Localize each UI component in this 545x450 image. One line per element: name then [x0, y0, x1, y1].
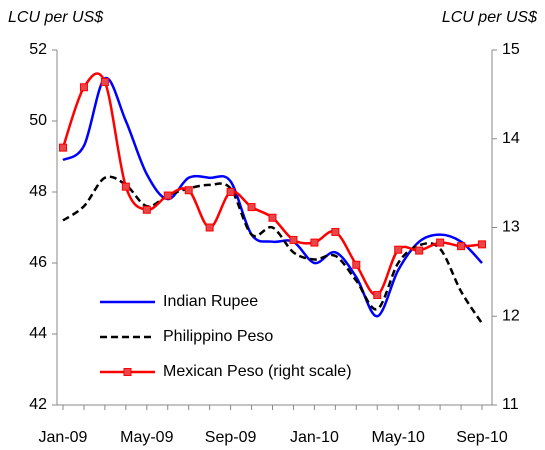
marker: [436, 238, 445, 247]
y2-tick-label: 15: [502, 41, 520, 58]
marker: [268, 213, 277, 222]
y-tick-label: 50: [29, 112, 47, 129]
y2-tick-label: 14: [502, 130, 520, 147]
y2-tick-label: 11: [502, 396, 519, 413]
marker: [457, 242, 466, 251]
x-tick-label: Jan-10: [290, 429, 339, 446]
x-tick-label: May-10: [372, 429, 425, 446]
y-tick-label: 46: [29, 254, 47, 271]
y2-tick-label: 12: [502, 307, 520, 324]
x-tick-label: Sep-09: [205, 429, 257, 446]
legend-label: Indian Rupee: [163, 293, 258, 310]
x-tick-label: Sep-10: [456, 429, 508, 446]
marker: [59, 143, 67, 152]
x-tick-label: Jan-09: [39, 429, 88, 446]
marker: [100, 77, 109, 86]
marker: [226, 188, 235, 196]
marker: [205, 223, 214, 232]
legend-marker: [123, 368, 132, 376]
marker: [373, 290, 382, 299]
marker: [415, 246, 424, 255]
y-tick-label: 52: [29, 41, 47, 58]
marker: [163, 191, 172, 200]
legend-label: Mexican Peso (right scale): [163, 363, 352, 380]
x-tick-label: May-09: [120, 429, 173, 446]
marker: [142, 205, 151, 214]
marker: [352, 260, 361, 269]
marker: [121, 182, 130, 191]
marker: [79, 83, 88, 92]
y-axis-title: LCU per US$: [8, 9, 104, 26]
y2-axis-title: LCU per US$: [442, 9, 538, 26]
y-tick-label: 48: [29, 183, 47, 200]
series-line: [62, 77, 483, 318]
legend-label: Philippino Peso: [163, 328, 273, 345]
marker: [247, 203, 256, 212]
marker: [394, 245, 403, 254]
series-line: [62, 175, 484, 325]
marker: [289, 235, 298, 244]
y-tick-label: 44: [29, 325, 47, 342]
y-tick-label: 42: [29, 396, 47, 413]
y2-tick-label: 13: [502, 219, 520, 236]
marker: [184, 186, 193, 195]
marker: [310, 238, 319, 247]
marker: [331, 227, 340, 236]
marker: [478, 240, 486, 249]
